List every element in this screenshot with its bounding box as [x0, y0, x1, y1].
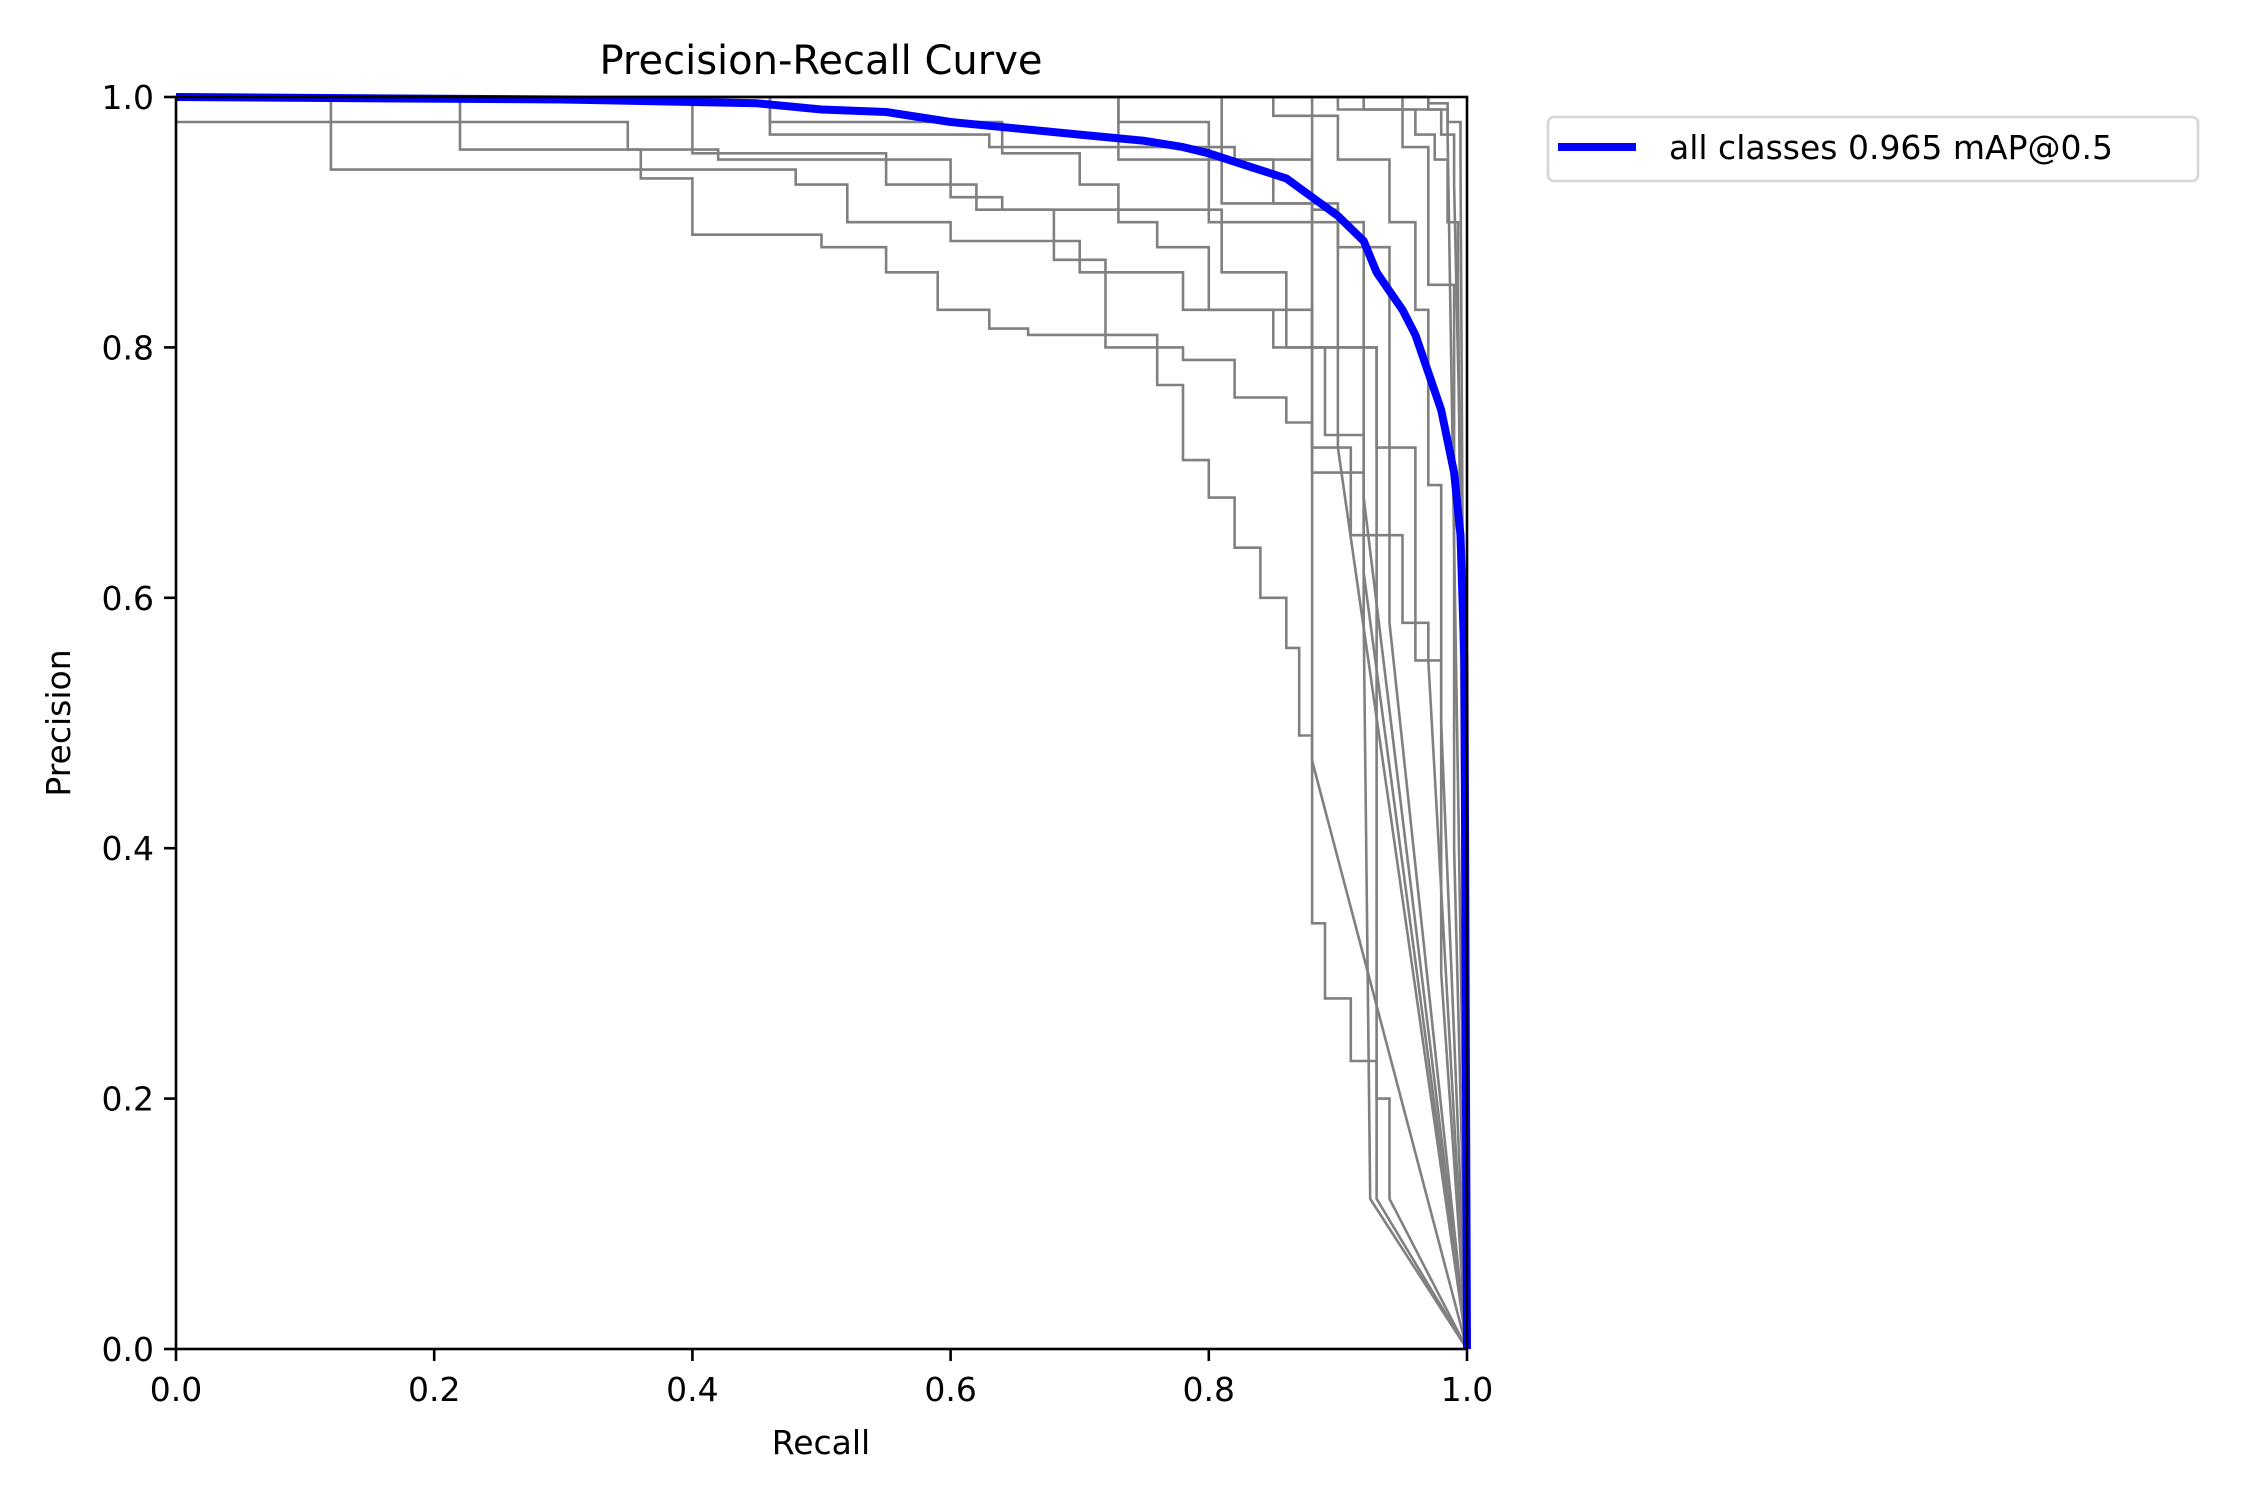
x-tick-label: 0.2: [408, 1370, 460, 1409]
plot-area: [176, 97, 1467, 1349]
x-tick-label: 0.6: [924, 1370, 976, 1409]
y-tick-label: 0.4: [102, 829, 154, 868]
all-classes-line: [175, 93, 1471, 1350]
legend-frame: [1546, 115, 2200, 183]
y-tick-label: 0.2: [102, 1080, 154, 1119]
x-tick-label: 0.4: [666, 1370, 718, 1409]
class-curve: [176, 95, 1469, 1350]
legend-label: all classes 0.965 mAP@0.5: [1669, 128, 2113, 167]
y-tick-label: 0.6: [102, 579, 154, 618]
x-axis-ticks: 0.0 0.2 0.4 0.6 0.8 1.0: [150, 1349, 1493, 1409]
chart-title: Precision-Recall Curve: [600, 38, 1043, 84]
y-tick-label: 0.8: [102, 328, 154, 367]
y-tick-label: 0.0: [102, 1330, 154, 1369]
class-curve: [176, 95, 1469, 1350]
class-curve: [176, 95, 1469, 1350]
class-curve: [176, 95, 1469, 1350]
y-tick-label: 1.0: [102, 78, 154, 117]
x-tick-label: 1.0: [1441, 1370, 1493, 1409]
x-axis-label: Recall: [772, 1423, 870, 1462]
class-curve: [176, 95, 1469, 1350]
x-tick-label: 0.8: [1183, 1370, 1235, 1409]
y-axis-ticks: 0.0 0.2 0.4 0.6 0.8 1.0: [102, 78, 176, 1369]
per-class-curves: [176, 95, 1469, 1350]
x-tick-label: 0.0: [150, 1370, 202, 1409]
legend: all classes 0.965 mAP@0.5: [1546, 115, 2200, 183]
all-classes-curve: [175, 93, 1471, 1350]
y-axis-label: Precision: [39, 649, 78, 796]
axes-frame: [174, 95, 1469, 1351]
class-curve: [176, 95, 1469, 1350]
